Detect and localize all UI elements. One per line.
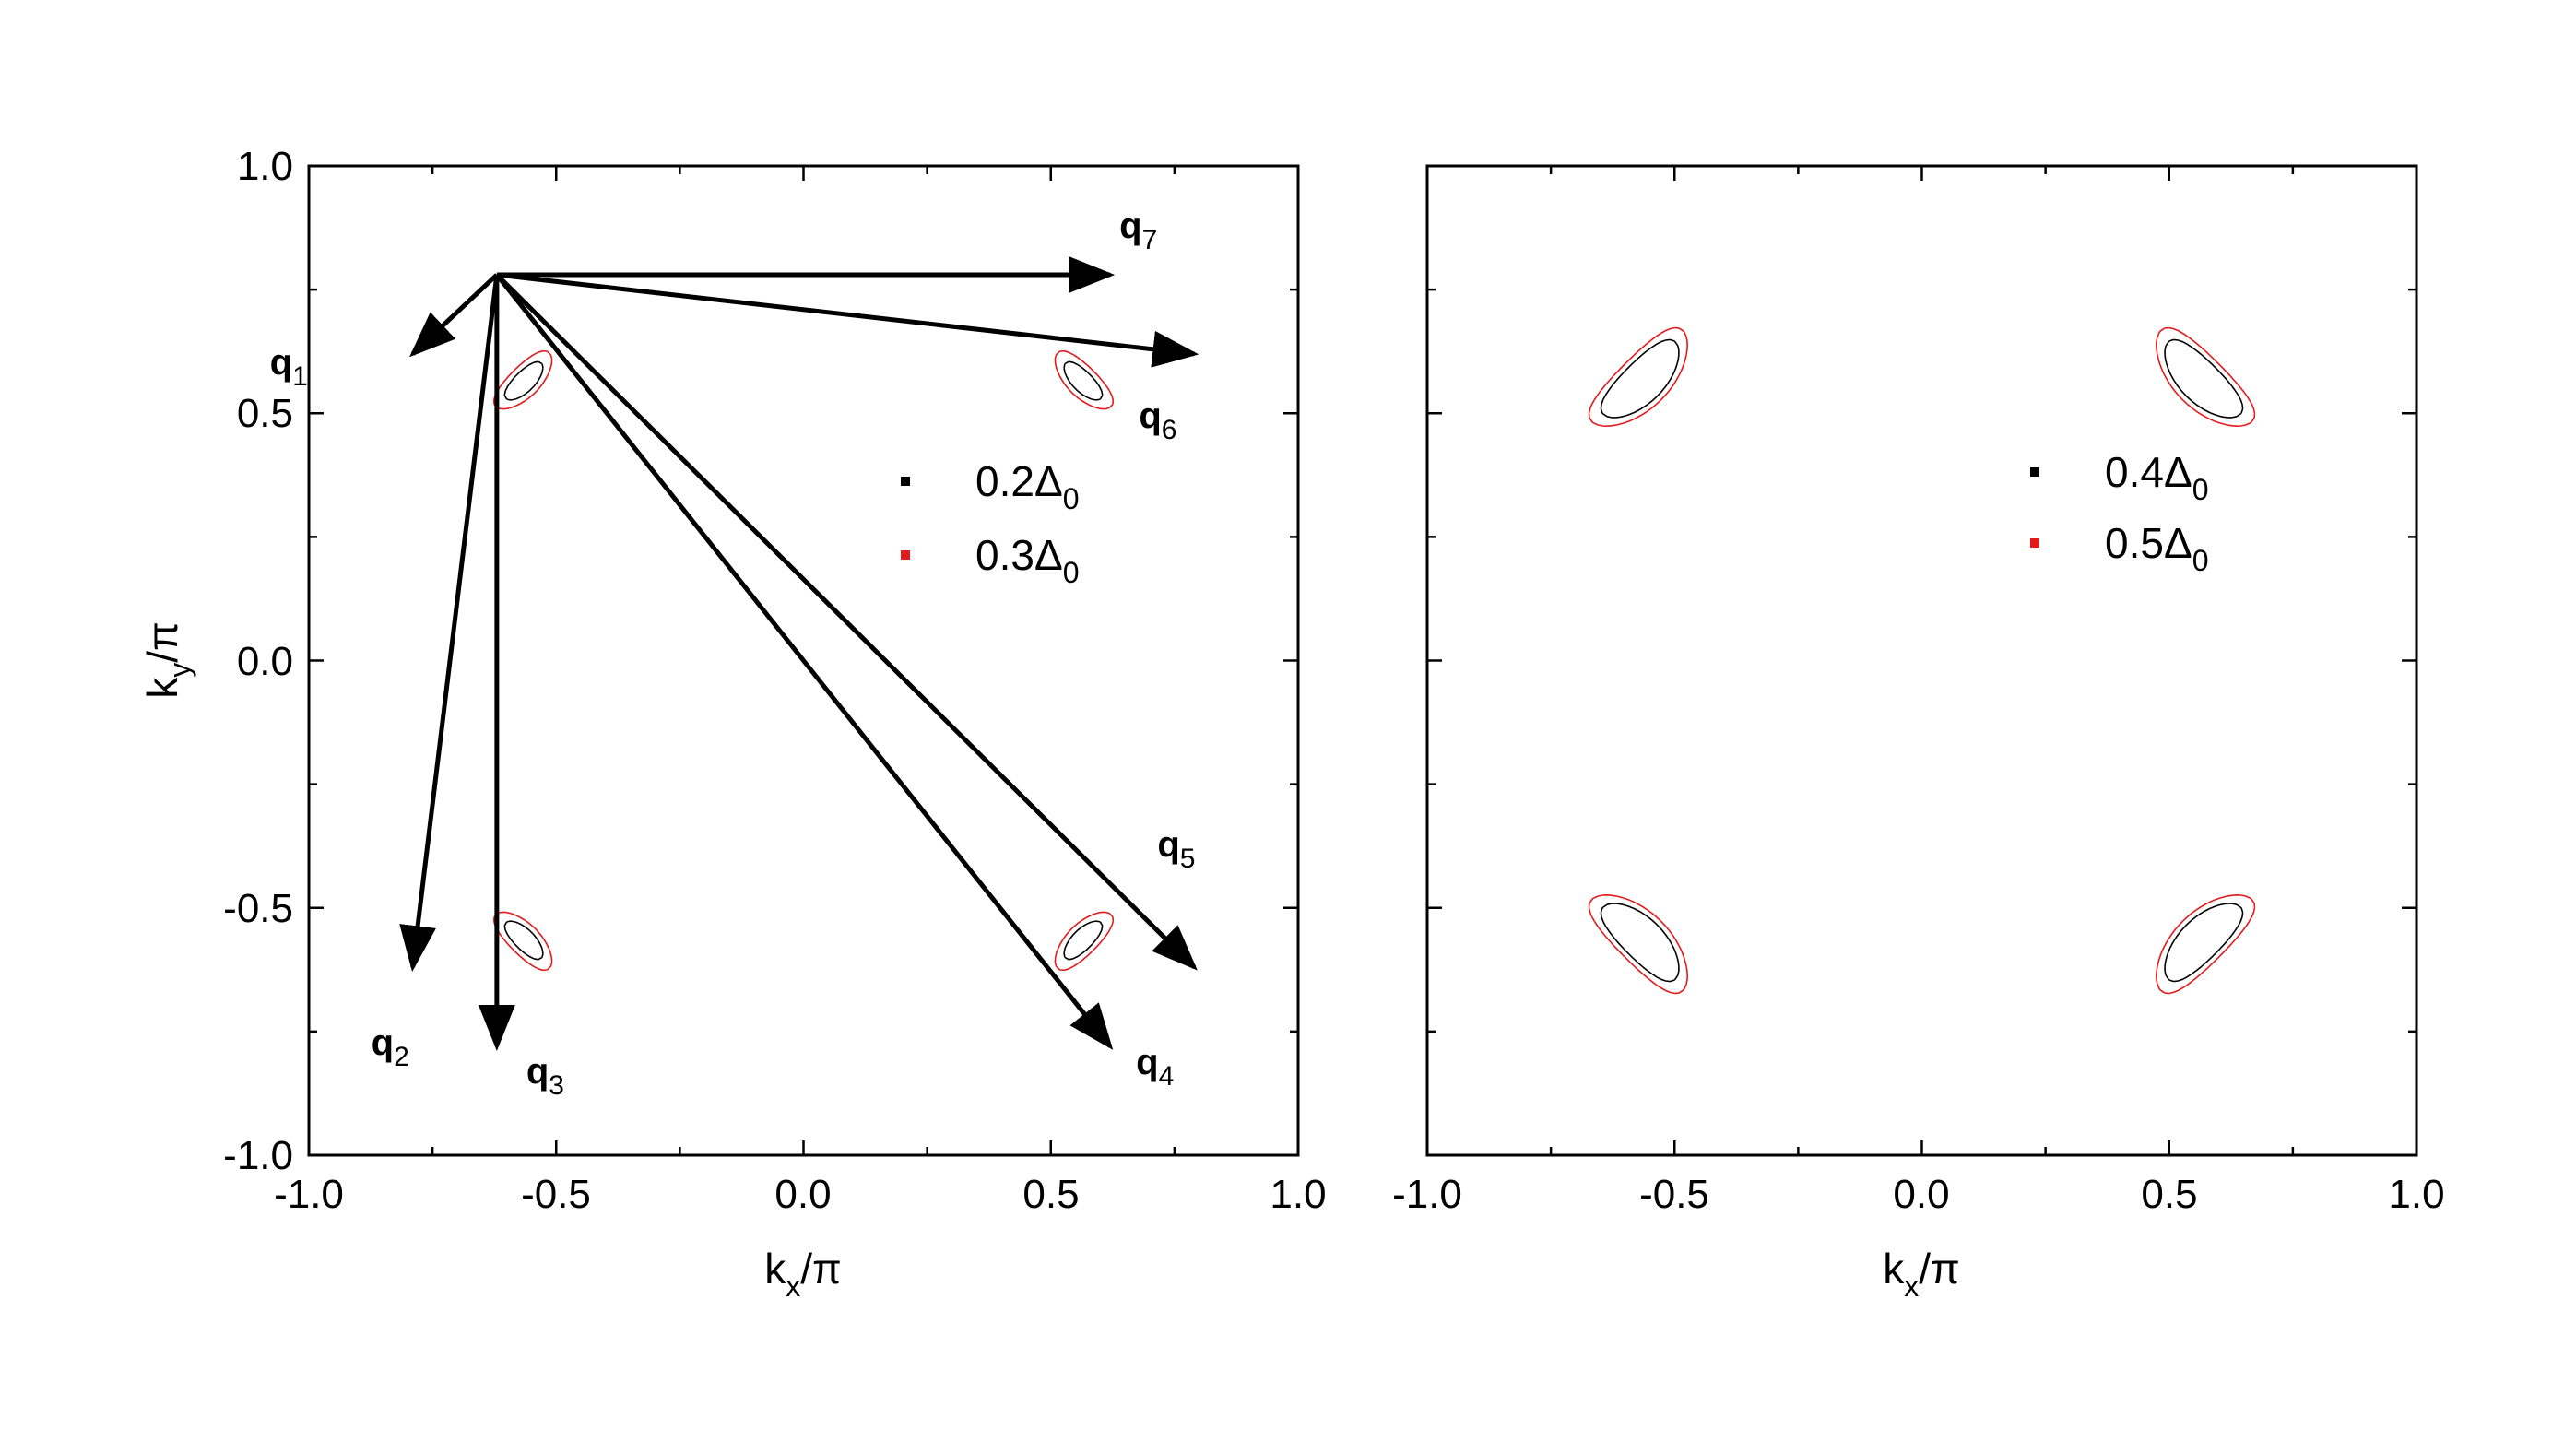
right-x-tick-label: -1.0 xyxy=(1392,1172,1462,1217)
q-label: q6 xyxy=(1139,396,1176,445)
q-label: q5 xyxy=(1157,824,1195,874)
left-plot-frame xyxy=(307,164,1300,1157)
legend-marker-red xyxy=(901,550,910,560)
left-y-axis-title: ky/π xyxy=(138,621,196,699)
q-vector-arrow xyxy=(496,272,1199,368)
left-x-tick-label: -1.0 xyxy=(274,1172,344,1217)
left-panel: q1 q2 q3 q4 q5 q6 q7 -1.0 -0.5 0.0 0.5 1.0 -1.… xyxy=(138,144,1327,1303)
contour-line xyxy=(503,360,1104,961)
right-contours xyxy=(1588,326,2256,995)
q-label: q4 xyxy=(1136,1042,1174,1092)
legend-label: 0.3Δ0 xyxy=(975,531,1079,589)
contour-line xyxy=(1600,338,2244,983)
q-vector-arrow xyxy=(399,274,500,973)
right-x-tick-label: 1.0 xyxy=(2388,1172,2444,1217)
left-x-tick-label: 1.0 xyxy=(1270,1172,1326,1217)
left-x-axis-title: kx/π xyxy=(764,1245,842,1303)
contour-line xyxy=(1588,326,2256,995)
q-labels: q1 q2 q3 q4 q5 q6 q7 xyxy=(270,206,1196,1101)
left-y-tick-label: -0.5 xyxy=(223,886,293,931)
legend-label: 0.2Δ0 xyxy=(975,457,1079,515)
left-legend: 0.2Δ0 0.3Δ0 xyxy=(901,457,1079,589)
legend-marker-black xyxy=(2030,467,2039,477)
legend-marker-red xyxy=(2030,538,2039,548)
right-plot-frame xyxy=(1425,164,2418,1157)
left-x-tick-label: -0.5 xyxy=(521,1172,591,1217)
q-label: q1 xyxy=(270,342,308,392)
q-label: q3 xyxy=(526,1051,564,1101)
right-ticks xyxy=(1425,164,2418,1157)
scattering-vectors xyxy=(399,256,1199,1051)
q-label: q2 xyxy=(372,1022,409,1072)
left-x-tick-label: 0.0 xyxy=(774,1172,831,1217)
q-vector-arrow xyxy=(495,273,1198,971)
legend-label: 0.4Δ0 xyxy=(2105,448,2208,506)
left-y-tick-label: 1.0 xyxy=(237,144,293,189)
right-legend: 0.4Δ0 0.5Δ0 xyxy=(2030,448,2208,577)
legend-marker-black xyxy=(901,477,910,486)
legend-label: 0.5Δ0 xyxy=(2105,519,2208,577)
right-x-axis-title: kx/π xyxy=(1883,1245,1960,1303)
q-vector-arrow xyxy=(494,273,1114,1050)
right-x-tick-label: 0.5 xyxy=(2141,1172,2197,1217)
left-y-tick-label: 0.0 xyxy=(237,639,293,684)
right-x-tick-label: -0.5 xyxy=(1639,1172,1709,1217)
left-x-tick-label: 0.5 xyxy=(1022,1172,1079,1217)
left-y-tick-label: 0.5 xyxy=(237,391,293,436)
right-panel: -1.0 -0.5 0.0 0.5 1.0 kx/π 0.4Δ0 0.5Δ0 xyxy=(1392,164,2445,1303)
q-label: q7 xyxy=(1119,206,1157,255)
left-y-tick-label: -1.0 xyxy=(223,1133,293,1178)
q-vector-arrow xyxy=(409,273,499,358)
right-x-tick-label: 0.0 xyxy=(1893,1172,1949,1217)
